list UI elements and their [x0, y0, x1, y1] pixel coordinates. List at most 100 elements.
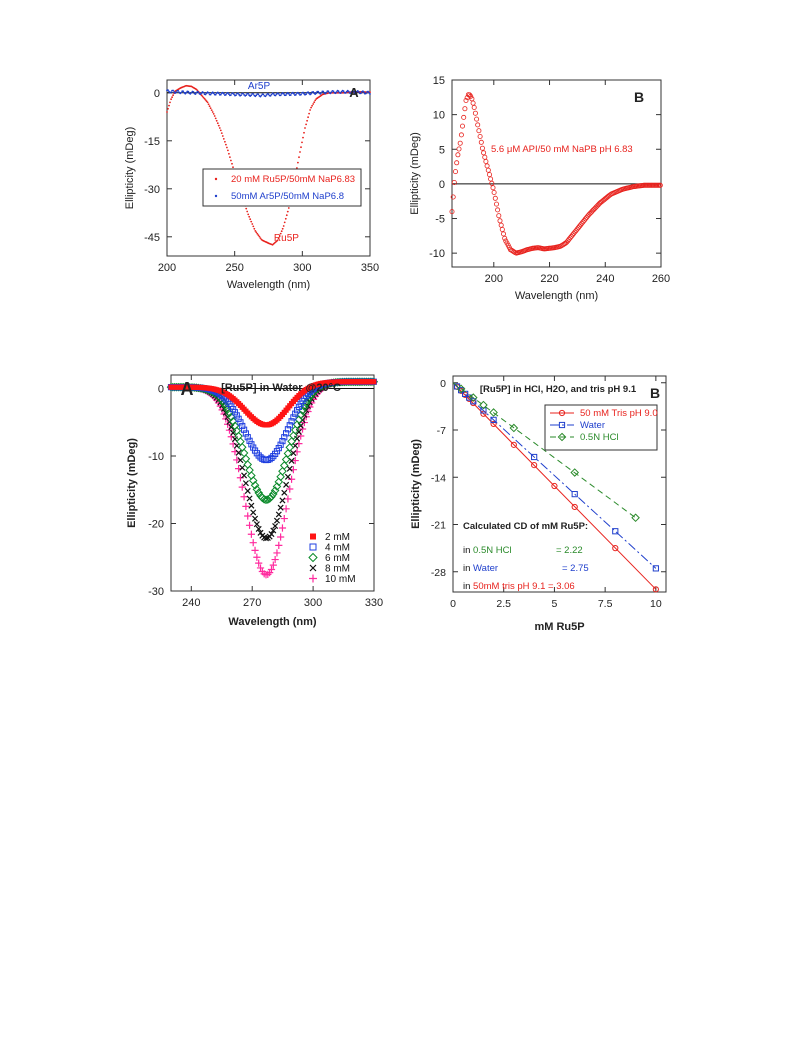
p1-series1-point	[347, 90, 350, 93]
p1-series0-point	[254, 230, 257, 232]
p1-series0-point	[168, 104, 170, 107]
p1-series1-point	[190, 91, 193, 94]
p3-series2-point	[276, 472, 285, 482]
p1-series1-point	[322, 90, 325, 93]
p3-series4-point	[282, 505, 290, 513]
p3-series3-point	[272, 522, 279, 530]
p4-x-tick-label: 7.5	[598, 598, 613, 610]
p4-calc-label: 50mM tris pH 9.1 = 3.06	[473, 581, 575, 592]
p3-series1-point	[286, 422, 293, 429]
p1-series0-point	[301, 141, 303, 144]
p3-series3-point	[257, 529, 264, 536]
p4-series2-point	[479, 400, 488, 410]
p1-series1-point	[192, 91, 195, 93]
p4-legend-entry: 0.5N HCl	[580, 432, 619, 443]
p1-y-tick-label: -15	[144, 136, 160, 148]
p3-series3-point	[253, 521, 260, 528]
p3-series1-point	[279, 437, 286, 445]
p1-x-tick-label: 250	[225, 262, 243, 274]
p4-calc-row: in Water	[463, 563, 498, 574]
p4-y-axis-label: Ellipticity (mDeg)	[410, 439, 422, 529]
p4-series1-point	[490, 416, 497, 423]
p4-x-tick-label: 5	[552, 598, 558, 610]
p3-series1-point	[284, 426, 292, 433]
p3-x-tick-label: 330	[365, 597, 383, 609]
p4-series0-point	[490, 420, 497, 428]
p1-series0-point	[298, 156, 300, 159]
p4-series0-point	[551, 482, 558, 490]
p1-series1-point	[180, 91, 183, 94]
p3-series3-point	[235, 449, 242, 456]
p1-series1-point	[344, 92, 347, 94]
p4-calc-row: in 0.5N HCl	[463, 545, 512, 556]
p1-series0-point	[208, 105, 211, 108]
p1-series1-point	[252, 93, 255, 95]
p1-series1-point	[257, 93, 260, 96]
p1-series1-point	[365, 92, 367, 95]
p3-x-tick-label: 270	[243, 597, 261, 609]
p2-panel-letter: B	[634, 89, 644, 105]
p1-series1-point	[242, 92, 245, 95]
p3-series2-point	[279, 461, 289, 470]
p1-series0-point	[224, 140, 226, 143]
p3-plot-frame	[170, 374, 375, 592]
p1-series0-point	[206, 101, 209, 104]
p4-series1-point	[480, 407, 487, 414]
p1-series0-point	[311, 104, 313, 107]
p2-data-point	[497, 218, 503, 224]
p3-series3-point	[270, 527, 277, 534]
p1-series0-point	[281, 227, 284, 230]
p3-series4-point	[245, 521, 254, 529]
p1-series0-point	[226, 146, 228, 149]
p3-series2-point	[283, 449, 293, 458]
p1-series1-point	[307, 91, 309, 94]
p1-series0-point	[307, 116, 309, 119]
p2-data-point	[461, 114, 467, 120]
p1-series1-point	[289, 94, 292, 96]
p1-series0-point	[210, 109, 213, 111]
p1-series1-point	[279, 94, 282, 97]
p1-series0-point	[279, 232, 282, 235]
p3-series1-point	[275, 445, 282, 452]
p3-series3-point	[305, 402, 312, 409]
p1-series1-point	[227, 91, 229, 94]
p3-series2-point	[261, 495, 271, 505]
p1-series1-point	[325, 91, 328, 94]
p4-calc-row: in 50mM tris pH 9.1 = 3.06	[463, 581, 575, 592]
p3-series2-point	[254, 488, 264, 498]
p4-legend-swatch	[558, 421, 566, 429]
p3-series3-point	[241, 472, 248, 479]
p1-series1-point	[315, 92, 318, 95]
p1-series0-point	[246, 210, 249, 213]
p1-series1-point	[237, 92, 240, 95]
p3-series1-point	[233, 412, 240, 419]
p1-series1-point	[209, 93, 212, 96]
p1-series1-point	[360, 92, 362, 95]
p1-series0-point	[217, 124, 220, 127]
p1-series1-point	[204, 93, 207, 96]
p1-series1-point	[250, 94, 253, 97]
p3-series4-point	[256, 564, 265, 572]
p4-y-tick-label: -14	[431, 472, 446, 484]
p4-series0-fit-line	[452, 382, 657, 590]
p1-series0-point	[247, 213, 250, 216]
p3-series3-point	[290, 450, 297, 457]
p2-data-point	[587, 210, 593, 216]
p2-data-point	[458, 132, 464, 138]
p2-data-point	[468, 93, 474, 99]
p2-x-axis-label: Wavelength (nm)	[515, 290, 598, 302]
p3-series4-point	[278, 524, 287, 532]
p2-data-point	[591, 207, 597, 213]
p2-data-point	[498, 222, 504, 228]
p4-series2-point	[456, 384, 466, 394]
p2-x-tick-label: 240	[596, 273, 614, 285]
p1-series1-point	[195, 92, 198, 94]
p1-legend-swatch	[214, 177, 218, 181]
p1-series1-point	[300, 93, 302, 96]
p1-series0-point	[227, 149, 229, 152]
p1-x-tick-label: 350	[361, 262, 379, 274]
p1-series0-point	[203, 97, 206, 100]
p1-x-tick-label: 300	[293, 262, 311, 274]
p1-series1-point	[182, 90, 185, 93]
p4-series1-point	[612, 528, 619, 535]
